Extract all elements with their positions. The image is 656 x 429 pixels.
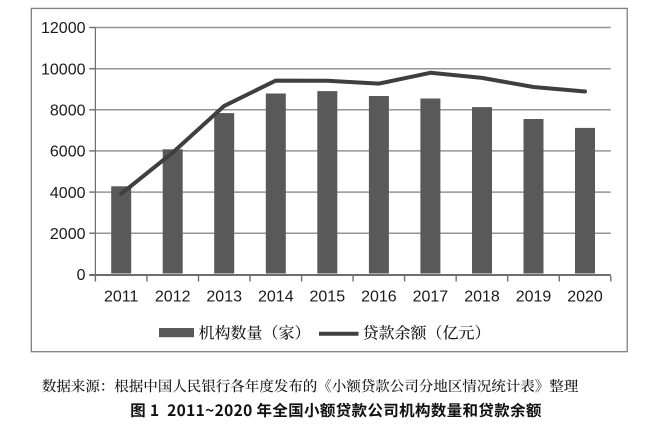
svg-text:6000: 6000 bbox=[50, 144, 86, 161]
svg-text:2020: 2020 bbox=[567, 289, 603, 306]
svg-text:2019: 2019 bbox=[516, 289, 552, 306]
svg-text:2000: 2000 bbox=[50, 226, 86, 243]
svg-text:2014: 2014 bbox=[258, 289, 294, 306]
svg-text:12000: 12000 bbox=[41, 20, 86, 37]
svg-text:4000: 4000 bbox=[50, 185, 86, 202]
svg-text:10000: 10000 bbox=[41, 61, 86, 78]
svg-text:2018: 2018 bbox=[464, 289, 500, 306]
svg-text:2012: 2012 bbox=[155, 289, 191, 306]
svg-text:2015: 2015 bbox=[310, 289, 346, 306]
svg-text:8000: 8000 bbox=[50, 103, 86, 120]
svg-text:2013: 2013 bbox=[206, 289, 242, 306]
svg-text:2016: 2016 bbox=[361, 289, 397, 306]
svg-text:2017: 2017 bbox=[413, 289, 449, 306]
svg-text:2011: 2011 bbox=[104, 289, 139, 306]
svg-text:0: 0 bbox=[77, 267, 86, 284]
